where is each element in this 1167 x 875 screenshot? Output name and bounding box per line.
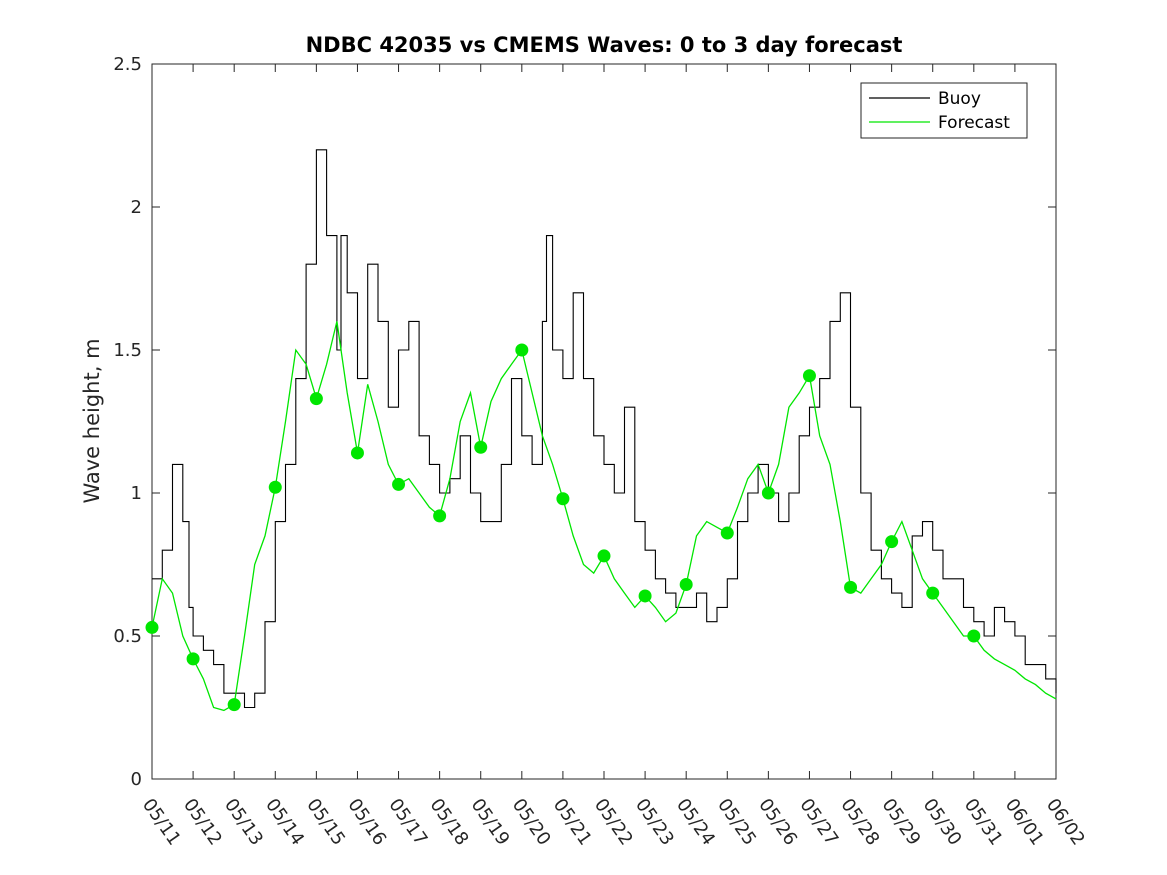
forecast-marker [474, 440, 488, 454]
forecast-marker [638, 589, 652, 603]
y-axis-label: Wave height, m [80, 338, 104, 503]
forecast-marker [433, 509, 447, 523]
legend-entry-forecast: Forecast [938, 113, 1010, 133]
forecast-marker [145, 620, 159, 634]
legend-entry-buoy: Buoy [938, 89, 981, 109]
legend-box [860, 82, 1028, 139]
forecast-marker [720, 526, 734, 540]
legend: Buoy Forecast [860, 82, 1028, 139]
forecast-marker [967, 629, 981, 643]
axes-box [151, 63, 1057, 780]
forecast-marker [515, 343, 529, 357]
forecast-marker [227, 698, 241, 712]
y-tick-label: 0 [131, 769, 142, 790]
chart-title: NDBC 42035 vs CMEMS Waves: 0 to 3 day fo… [306, 33, 903, 57]
forecast-marker [309, 392, 323, 406]
forecast-marker [350, 446, 364, 460]
y-tick-label: 1.5 [113, 340, 142, 361]
series-line-buoy [152, 149, 1057, 709]
forecast-marker [392, 477, 406, 491]
forecast-marker [597, 549, 611, 563]
forecast-marker [679, 578, 693, 592]
forecast-marker [844, 580, 858, 594]
forecast-marker [885, 535, 899, 549]
y-tick-label: 1 [131, 483, 142, 504]
y-tick-label: 2 [131, 197, 142, 218]
forecast-marker [802, 369, 816, 383]
y-tick-label: 0.5 [113, 626, 142, 647]
plot-area: 00.511.522.505/1105/1205/1305/1405/1505/… [113, 54, 1089, 849]
y-tick-label: 2.5 [113, 54, 142, 75]
forecast-marker [268, 480, 282, 494]
forecast-marker [761, 486, 775, 500]
forecast-marker [186, 652, 200, 666]
forecast-marker [556, 492, 570, 506]
forecast-marker [926, 586, 940, 600]
marker-layer [145, 343, 981, 712]
